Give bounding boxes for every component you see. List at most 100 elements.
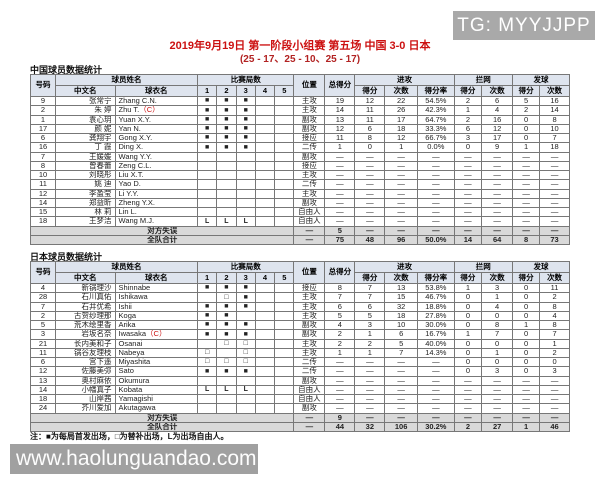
set-mark — [274, 216, 295, 227]
set-mark — [274, 310, 295, 322]
player-jersey-name: Arika — [114, 319, 198, 331]
set-mark — [216, 206, 237, 218]
stat-cell: 0 — [512, 114, 541, 125]
stat-cell: 75 — [324, 234, 356, 246]
player-chinese-name: 王梦洁 — [55, 216, 116, 227]
stat-cell: 1 — [453, 329, 483, 340]
player-position: 接应 — [293, 132, 326, 144]
set-mark — [274, 132, 295, 144]
set-mark: ■ — [216, 310, 237, 322]
set-mark — [254, 114, 276, 125]
stat-cell: — — [384, 225, 419, 236]
player-jersey-name: Zeng C.L. — [114, 160, 198, 172]
player-number: 5 — [29, 319, 57, 331]
stat-cell: 10 — [384, 319, 419, 331]
stat-cell: — — [324, 188, 356, 199]
set-mark — [196, 292, 218, 303]
set-mark — [216, 375, 237, 386]
china-table-header: 号码 球员姓名 比赛局数 位置 总得分 进攻 拦网 发球 中文名 球衣名 1 2… — [29, 74, 570, 97]
stat-cell: 0 — [512, 310, 541, 322]
player-position: 副攻 — [293, 403, 326, 414]
player-row: 9 张常宁 Zhang C.N. ■ ■ ■ 主攻 19 12 22 54.5% 2 6 5 16 — [29, 95, 570, 107]
set-mark — [254, 393, 276, 405]
stat-cell: 0 — [453, 292, 483, 303]
set-mark: ■ — [196, 95, 218, 107]
stat-cell: — — [354, 169, 386, 181]
stat-cell: 2 — [539, 347, 570, 359]
stat-cell: — — [324, 179, 356, 190]
set-mark: ■ — [196, 114, 218, 125]
set-mark: ■ — [235, 142, 256, 153]
player-jersey-name: Wang Y.Y. — [114, 151, 198, 162]
stat-cell: 0 — [512, 123, 541, 135]
player-row: 6 宫下遥 Miyashita □ □ □ 二传 — — — —0 0 0 0 — [29, 356, 570, 368]
stat-cell: — — [512, 384, 541, 396]
set-mark — [235, 197, 256, 209]
stat-cell: — — [539, 206, 570, 218]
set-mark — [274, 301, 295, 312]
stat-cell: — — [354, 225, 386, 236]
set-mark — [235, 188, 256, 199]
stat-cell: — — [417, 216, 455, 227]
set-mark — [196, 151, 218, 162]
stat-cell: 1 — [453, 105, 483, 116]
watermark: www.haolunguandao.com — [10, 444, 258, 474]
stat-cell: — — [324, 160, 356, 172]
stat-cell: 3 — [481, 366, 514, 377]
stat-cell: — — [324, 403, 356, 414]
player-position: 主攻 — [293, 292, 326, 303]
set-mark — [254, 216, 276, 227]
stat-cell: 8 — [324, 282, 356, 294]
set-mark — [254, 310, 276, 322]
set-mark — [254, 169, 276, 181]
stat-cell: — — [453, 188, 483, 199]
stat-cell: 1 — [481, 347, 514, 359]
col-header-position: 位置 — [293, 74, 326, 97]
stat-cell: 0 — [481, 356, 514, 368]
player-number: 14 — [29, 197, 57, 209]
col-header-set-3: 3 — [235, 272, 256, 284]
stat-cell: 6 — [384, 329, 419, 340]
japan-table-header: 号码 球员姓名 比赛局数 位置 总得分 进攻 拦网 发球 中文名 球衣名 1 2… — [29, 261, 570, 284]
stat-cell: 4 — [481, 301, 514, 312]
set-mark — [235, 179, 256, 190]
player-row: 18 山岸茜 Yamagishi 自由人 — — — — — — — — — [29, 393, 570, 405]
player-number: 11 — [29, 179, 57, 190]
stat-cell: 53.8% — [417, 282, 455, 294]
stat-cell: 0 — [512, 366, 541, 377]
set-mark: ■ — [196, 310, 218, 322]
stat-cell: 5 — [324, 225, 356, 236]
stat-cell: — — [354, 151, 386, 162]
set-mark — [254, 403, 276, 414]
set-mark — [216, 393, 237, 405]
player-position: 主攻 — [293, 188, 326, 199]
stat-cell: — — [453, 169, 483, 181]
set-mark — [274, 188, 295, 199]
col-header-attack-attempts: 次数 — [384, 85, 419, 97]
set-mark: ■ — [216, 366, 237, 377]
player-row: 21 长内美和子 Osanai □ □ 主攻 2 2 5 40.0% 0 0 0 1 — [29, 338, 570, 349]
col-header-attack-attempts: 次数 — [384, 272, 419, 284]
set-mark — [254, 282, 276, 294]
stat-cell: — — [453, 412, 483, 423]
opp-error-row: 对方失误 —9— — — — — — — — [29, 412, 570, 423]
player-number: 2 — [29, 310, 57, 322]
col-header-set-5: 5 — [274, 85, 295, 97]
stat-cell: — — [417, 375, 455, 386]
stat-cell: 18.8% — [417, 301, 455, 312]
player-position: 主攻 — [293, 310, 326, 322]
stat-cell: 50.0% — [417, 234, 455, 246]
player-row: 6 龚翔宇 Gong X.Y. ■ ■ ■ 接应 11 8 12 66.7% 3 17 0 7 — [29, 132, 570, 144]
player-jersey-name: Zhang C.N. — [114, 95, 198, 107]
stat-cell: 96 — [384, 234, 419, 246]
stat-cell: 14.3% — [417, 347, 455, 359]
stat-cell: — — [417, 188, 455, 199]
stat-cell: 0.0% — [417, 142, 455, 153]
japan-table-body: 4 新锅理沙 Shinnabe ■ ■ ■ 接应 8 7 13 53.8% 1 3 0 11 28 石川真佑 Is… — [29, 282, 570, 433]
set-mark: ■ — [235, 95, 256, 107]
set-mark: L — [196, 216, 218, 227]
stat-cell: — — [539, 151, 570, 162]
player-chinese-name: 姚 迪 — [55, 179, 116, 190]
player-position: 二传 — [293, 142, 326, 153]
stat-cell: — — [354, 403, 386, 414]
